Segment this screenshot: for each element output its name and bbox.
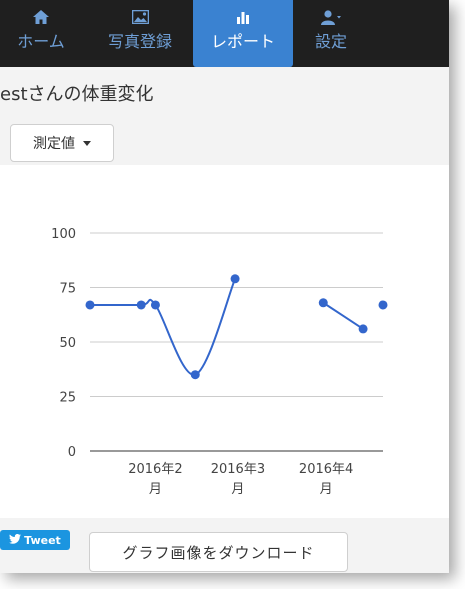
nav-label-photo: 写真登録 bbox=[107, 32, 172, 51]
data-point bbox=[85, 300, 95, 310]
bar-chart-icon bbox=[193, 8, 293, 26]
caret-down-icon bbox=[83, 140, 91, 146]
x-tick-label: 2016年3 月 bbox=[211, 462, 265, 497]
data-point bbox=[136, 300, 146, 310]
page-title: estさんの体重変化 bbox=[0, 84, 154, 105]
series-line bbox=[322, 301, 364, 330]
home-icon bbox=[6, 8, 76, 26]
nav-label-home: ホーム bbox=[17, 32, 65, 51]
app-frame: ホーム 写真登録 レポート 設定 estさんの体重変化 測定値 0 25 50 75 1… bbox=[0, 0, 449, 573]
measure-dropdown-label: 測定値 bbox=[33, 136, 75, 152]
nav-label-settings: 設定 bbox=[314, 32, 347, 51]
twitter-bird-icon bbox=[9, 533, 22, 547]
data-point bbox=[230, 274, 240, 284]
data-point bbox=[378, 300, 388, 310]
nav-item-home[interactable]: ホーム bbox=[6, 0, 76, 67]
nav-label-report: レポート bbox=[210, 32, 275, 51]
nav-item-photo[interactable]: 写真登録 bbox=[98, 0, 182, 67]
y-tick-label: 100 bbox=[51, 227, 76, 242]
tweet-button[interactable]: Tweet bbox=[0, 530, 70, 550]
data-point bbox=[190, 370, 200, 380]
series-line bbox=[90, 278, 237, 376]
x-tick-label: 2016年2 月 bbox=[128, 462, 182, 497]
download-graph-button[interactable]: グラフ画像をダウンロード bbox=[89, 532, 348, 572]
user-icon bbox=[296, 8, 366, 26]
weight-chart: 0 25 50 75 100 2016年2 月 2016年3 月 2016年4 月 bbox=[51, 227, 388, 497]
top-navbar: ホーム 写真登録 レポート 設定 bbox=[0, 0, 449, 67]
data-point bbox=[150, 300, 160, 310]
data-point bbox=[318, 298, 328, 308]
nav-item-report[interactable]: レポート bbox=[193, 0, 293, 67]
image-icon bbox=[98, 8, 182, 26]
nav-item-settings[interactable]: 設定 bbox=[296, 0, 366, 67]
data-point bbox=[358, 324, 368, 334]
y-tick-label: 50 bbox=[59, 336, 76, 351]
measure-dropdown[interactable]: 測定値 bbox=[10, 124, 114, 162]
x-tick-label: 2016年4 月 bbox=[299, 462, 353, 497]
tweet-label: Tweet bbox=[24, 533, 61, 547]
y-tick-label: 25 bbox=[59, 391, 76, 406]
download-graph-label: グラフ画像をダウンロード bbox=[122, 543, 315, 562]
y-tick-label: 0 bbox=[68, 445, 76, 460]
y-tick-label: 75 bbox=[59, 282, 76, 297]
